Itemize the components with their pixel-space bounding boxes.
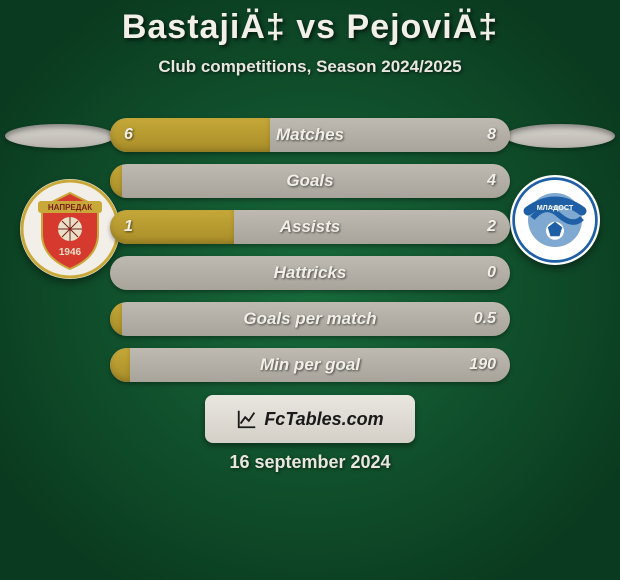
- stat-label: Assists: [110, 210, 510, 244]
- chart-icon: [236, 408, 258, 430]
- source-text: FcTables.com: [264, 409, 383, 430]
- left-team-crest: НАПРЕДАК 1946: [20, 179, 120, 279]
- stat-value-right: 8: [487, 118, 496, 152]
- stat-value-right: 0: [487, 256, 496, 290]
- stat-value-right: 190: [469, 348, 496, 382]
- source-label: FcTables.com: [236, 408, 383, 430]
- stats-container: Matches6 8 Goals4 Assists1 2 Hattricks0 Goals …: [110, 118, 510, 394]
- stat-value-right: 0.5: [474, 302, 496, 336]
- stat-value-right: 2: [487, 210, 496, 244]
- left-team-ellipse: [5, 124, 115, 148]
- stat-value-left: 1: [124, 210, 133, 244]
- right-crest-text: МЛАДОСТ: [537, 203, 574, 212]
- stat-row: Min per goal190: [110, 348, 510, 382]
- right-team-ellipse: [505, 124, 615, 148]
- left-crest-top-text: НАПРЕДАК: [48, 203, 92, 212]
- page-title: BastajiÄ‡ vs PejoviÄ‡: [0, 0, 620, 47]
- left-crest-year: 1946: [59, 247, 82, 258]
- stat-label: Matches: [110, 118, 510, 152]
- right-crest-svg: МЛАДОСТ: [510, 175, 600, 265]
- right-team-crest: МЛАДОСТ: [510, 175, 600, 265]
- stat-value-left: 6: [124, 118, 133, 152]
- footer-date: 16 september 2024: [0, 452, 620, 473]
- stat-value-right: 4: [487, 164, 496, 198]
- stat-row: Goals4: [110, 164, 510, 198]
- stat-row: Goals per match0.5: [110, 302, 510, 336]
- left-crest-svg: НАПРЕДАК 1946: [20, 179, 120, 279]
- stat-row: Hattricks0: [110, 256, 510, 290]
- stat-label: Goals: [110, 164, 510, 198]
- stat-label: Goals per match: [110, 302, 510, 336]
- stat-row: Assists1 2: [110, 210, 510, 244]
- content-root: BastajiÄ‡ vs PejoviÄ‡ Club competitions,…: [0, 0, 620, 580]
- stat-label: Hattricks: [110, 256, 510, 290]
- stat-row: Matches6 8: [110, 118, 510, 152]
- page-subtitle: Club competitions, Season 2024/2025: [0, 57, 620, 77]
- stat-label: Min per goal: [110, 348, 510, 382]
- source-box: FcTables.com: [205, 395, 415, 443]
